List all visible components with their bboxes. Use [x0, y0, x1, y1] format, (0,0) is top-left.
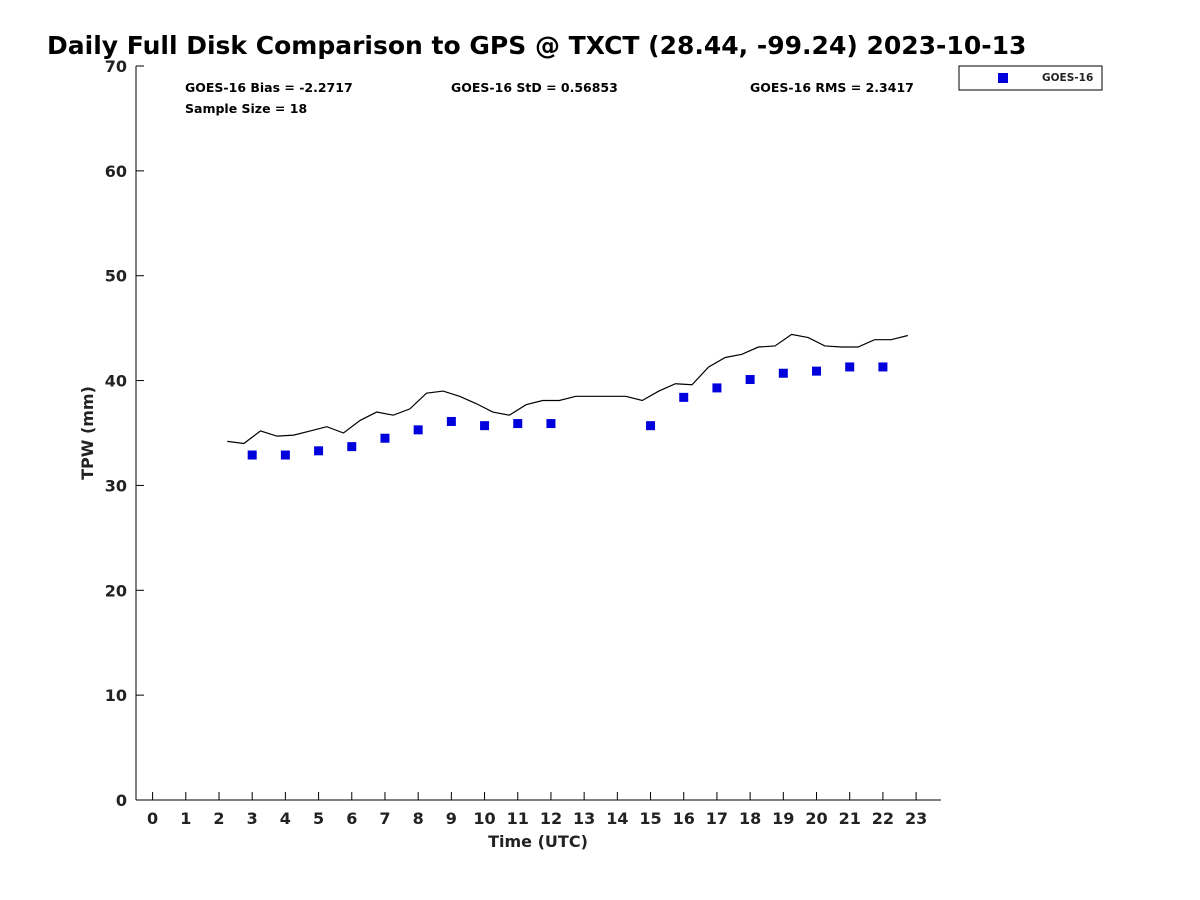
- y-tick-label: 50: [105, 267, 127, 286]
- x-tick-label: 19: [772, 809, 794, 828]
- goes16-point: [546, 419, 556, 429]
- legend: GOES-16: [958, 65, 1103, 91]
- goes16-point: [513, 419, 523, 429]
- legend-label-goes16: GOES-16: [1042, 72, 1093, 84]
- y-tick-label: 60: [105, 162, 127, 181]
- plot-frame: [135, 66, 941, 801]
- y-tick-label: 40: [105, 372, 127, 391]
- y-tick-label: 10: [105, 686, 127, 705]
- x-tick-label: 8: [413, 809, 424, 828]
- x-tick-label: 4: [280, 809, 291, 828]
- x-tick-label: 14: [606, 809, 628, 828]
- x-axis-ticks: 0 1 2 3 4 5 6 7 8 9 10 11 12 13 14 15 16 17 18 19 20 21 22 23: [147, 792, 927, 828]
- legend-marker-goes16: [998, 73, 1008, 83]
- x-tick-label: 3: [247, 809, 258, 828]
- goes16-point: [314, 446, 324, 456]
- chart-title: Daily Full Disk Comparison to GPS @ TXCT…: [47, 31, 1026, 60]
- goes16-point: [679, 392, 689, 402]
- y-tick-label: 0: [116, 791, 127, 810]
- stat-sample-size: Sample Size = 18: [185, 101, 307, 116]
- goes16-point: [247, 450, 257, 460]
- x-tick-label: 10: [473, 809, 495, 828]
- y-tick-label: 30: [105, 476, 127, 495]
- y-tick-label: 20: [105, 581, 127, 600]
- y-axis-label: TPW (mm): [78, 386, 97, 480]
- goes16-point: [878, 362, 888, 372]
- stat-std: GOES-16 StD = 0.56853: [451, 80, 618, 95]
- x-tick-label: 21: [839, 809, 861, 828]
- x-tick-label: 9: [446, 809, 457, 828]
- goes16-marker-series: [247, 362, 888, 460]
- legend-box: [958, 65, 1103, 91]
- goes16-point: [380, 433, 390, 443]
- gps-line: [227, 333, 908, 445]
- gps-line-series: [227, 333, 908, 445]
- x-tick-label: 23: [905, 809, 927, 828]
- y-axis-ticks: 0 10 20 30 40 50 60 70: [105, 57, 144, 810]
- goes16-point: [347, 442, 357, 452]
- x-tick-label: 0: [147, 809, 158, 828]
- x-tick-label: 18: [739, 809, 761, 828]
- x-tick-label: 1: [180, 809, 191, 828]
- x-tick-label: 15: [639, 809, 661, 828]
- goes16-point: [745, 375, 755, 385]
- x-tick-label: 11: [507, 809, 529, 828]
- x-tick-label: 5: [313, 809, 324, 828]
- y-tick-label: 70: [105, 57, 127, 76]
- x-tick-label: 2: [213, 809, 224, 828]
- x-tick-label: 22: [872, 809, 894, 828]
- goes16-point: [646, 421, 656, 431]
- x-tick-label: 17: [706, 809, 728, 828]
- stat-rms: GOES-16 RMS = 2.3417: [750, 80, 914, 95]
- goes16-point: [480, 421, 490, 431]
- goes16-point: [778, 368, 788, 378]
- x-tick-label: 7: [379, 809, 390, 828]
- goes16-point: [812, 366, 822, 376]
- stat-bias: GOES-16 Bias = -2.2717: [185, 80, 353, 95]
- x-tick-label: 12: [540, 809, 562, 828]
- goes16-point: [446, 416, 456, 426]
- goes16-point: [280, 450, 290, 460]
- goes16-point: [413, 425, 423, 435]
- goes16-point: [712, 383, 722, 393]
- x-tick-label: 20: [805, 809, 827, 828]
- x-tick-label: 16: [673, 809, 695, 828]
- x-tick-label: 13: [573, 809, 595, 828]
- goes16-point: [845, 362, 855, 372]
- x-tick-label: 6: [346, 809, 357, 828]
- x-axis-label: Time (UTC): [488, 832, 588, 851]
